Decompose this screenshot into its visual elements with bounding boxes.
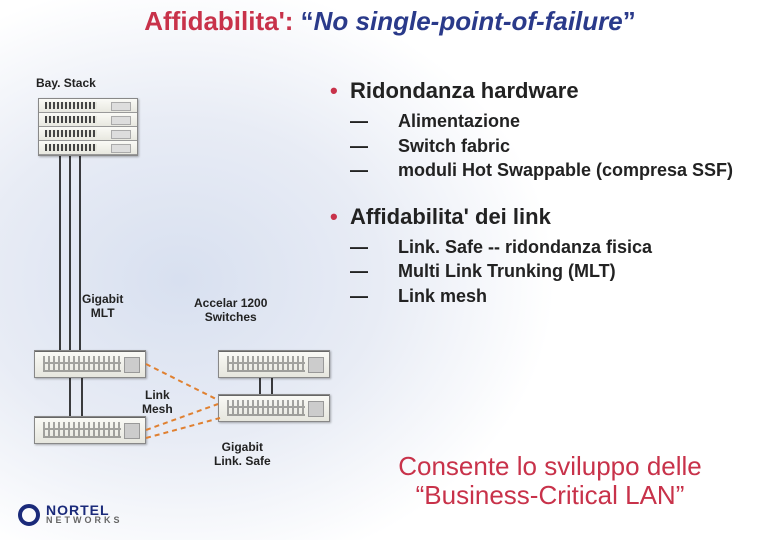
bullet-1-head: •Ridondanza hardware (330, 78, 760, 104)
switch-bottom-left (34, 416, 146, 444)
bullet-1-sub-2: —Switch fabric (374, 135, 760, 158)
bullet-dot-icon: • (330, 78, 350, 104)
switch-bottom-right (218, 394, 330, 422)
bullet-2-text: Affidabilita' dei link (350, 204, 551, 229)
title-italic: No single-point-of-failure (314, 6, 623, 36)
logo-text: NORTEL NETWORKS (46, 505, 123, 525)
title-part1: Affidabilita': (144, 6, 300, 36)
label-gigabit-mlt: Gigabit MLT (82, 292, 123, 320)
bullet-2-sub-3: —Link mesh (374, 285, 760, 308)
bullet-2-head: •Affidabilita' dei link (330, 204, 760, 230)
nortel-logo: NORTEL NETWORKS (18, 504, 123, 526)
logo-circle-icon (18, 504, 40, 526)
stack-unit (39, 127, 137, 141)
conclusion-line-2: “Business-Critical LAN” (416, 480, 685, 510)
title-quote-close: ” (623, 6, 636, 36)
bullet-1-sub-3: —moduli Hot Swappable (compresa SSF) (374, 159, 760, 182)
conclusion-text: Consente lo sviluppo delle “Business-Cri… (330, 452, 770, 509)
bullet-dot-icon: • (330, 204, 350, 230)
bullet-1-sub-1: —Alimentazione (374, 110, 760, 133)
baystack-device (38, 98, 138, 156)
stack-unit (39, 141, 137, 155)
label-accelar: Accelar 1200 Switches (194, 296, 267, 324)
bullet-1-text: Ridondanza hardware (350, 78, 579, 103)
logo-line-2: NETWORKS (46, 517, 123, 525)
stack-unit (39, 99, 137, 113)
label-link-mesh: Link Mesh (142, 388, 173, 416)
bullet-2-sub-2: —Multi Link Trunking (MLT) (374, 260, 760, 283)
switch-top-left (34, 350, 146, 378)
conclusion-line-1: Consente lo sviluppo delle (398, 451, 702, 481)
stack-unit (39, 113, 137, 127)
label-baystack: Bay. Stack (36, 76, 96, 90)
slide-title: Affidabilita': “No single-point-of-failu… (0, 6, 780, 37)
bullet-2-sub-1: —Link. Safe -- ridondanza fisica (374, 236, 760, 259)
title-quote-open: “ (301, 6, 314, 36)
switch-top-right (218, 350, 330, 378)
bullet-list: •Ridondanza hardware —Alimentazione —Swi… (330, 74, 760, 309)
label-gigabit-linksafe: Gigabit Link. Safe (214, 440, 271, 468)
